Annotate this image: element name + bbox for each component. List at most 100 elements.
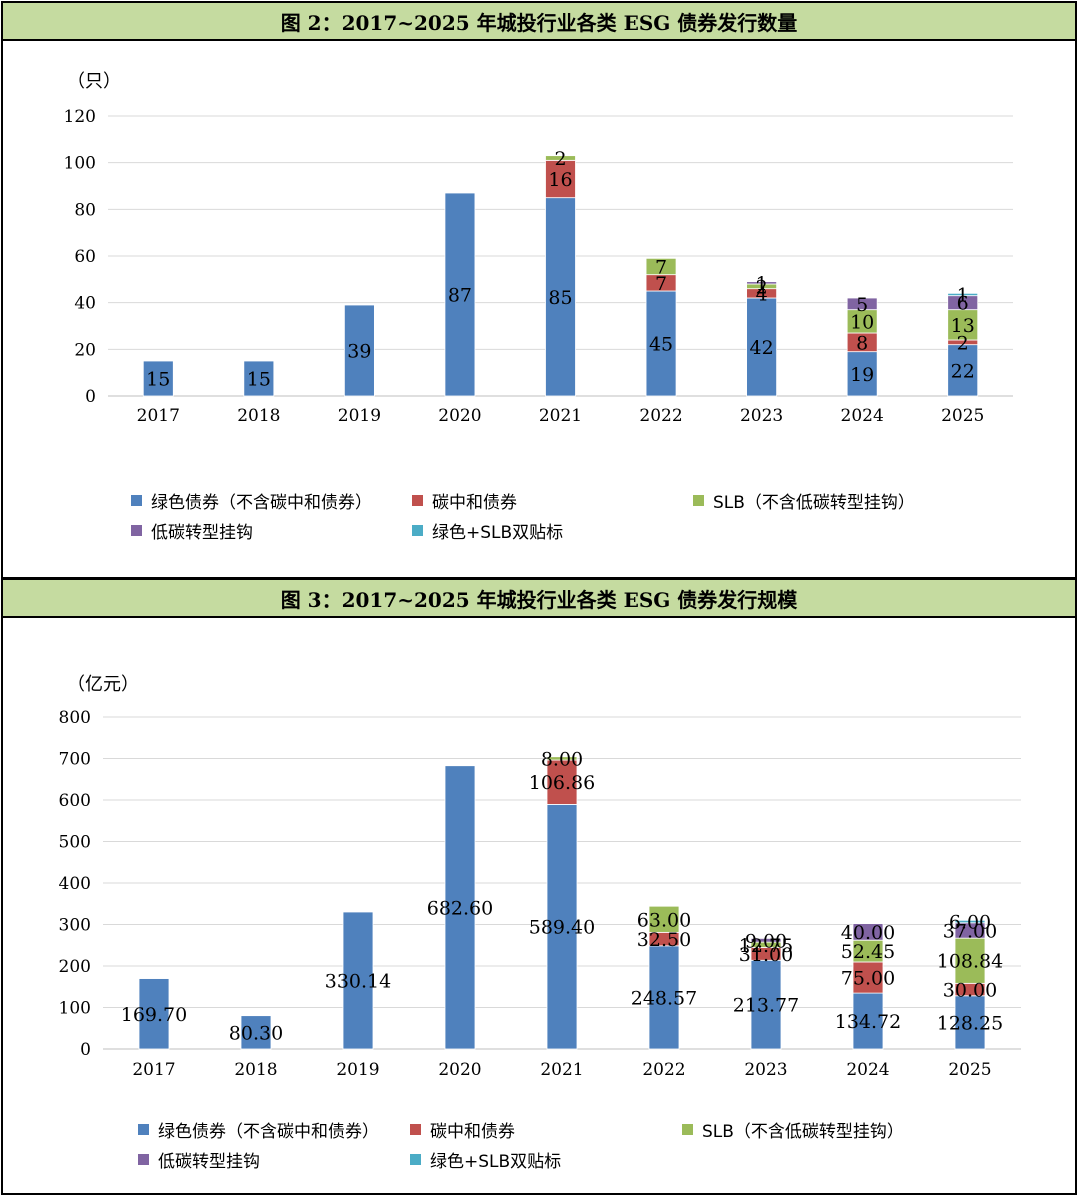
data-label: 45 (649, 334, 673, 356)
chart-title: 图 2：2017~2025 年城投行业各类 ESG 债券发行数量 (3, 3, 1075, 41)
legend-swatch (410, 1124, 421, 1135)
y-tick-label: 80 (74, 200, 96, 220)
data-label: 32.50 (637, 929, 691, 951)
bar-segment (947, 292, 979, 297)
bar-segment (444, 765, 476, 1050)
data-label: 19 (850, 364, 874, 386)
bar-segment (846, 297, 878, 311)
y-tick-label: 400 (59, 874, 91, 894)
bar-segment (954, 937, 986, 984)
x-tick-label: 2020 (438, 1060, 481, 1080)
bar-segment (645, 257, 677, 276)
data-label: 6.00 (949, 912, 991, 934)
data-label: 2 (756, 276, 768, 298)
y-tick-label: 800 (59, 708, 91, 728)
x-tick-label: 2018 (237, 406, 280, 426)
bar-segment (648, 905, 680, 933)
data-label: 40.00 (841, 922, 895, 944)
bar-segment (852, 992, 884, 1050)
data-label: 2 (957, 332, 969, 354)
x-tick-label: 2021 (539, 406, 582, 426)
legend-label: 碳中和债券 (430, 1122, 515, 1142)
bar-segment (545, 197, 576, 397)
legend-swatch (410, 1154, 421, 1165)
legend-swatch (131, 525, 142, 536)
y-tick-label: 60 (74, 247, 96, 267)
y-tick-label: 100 (64, 154, 96, 174)
legend-label: 绿色债券（不含碳中和债券） (151, 493, 372, 513)
bar-segment (243, 360, 275, 397)
x-tick-label: 2022 (639, 406, 682, 426)
data-label: 2 (554, 148, 566, 170)
legend-swatch (412, 525, 423, 536)
data-label: 16 (548, 169, 572, 191)
data-label: 13 (951, 315, 975, 337)
bar-segment (746, 297, 778, 397)
bar-segment (342, 911, 374, 1050)
data-label: 682.60 (427, 897, 493, 919)
data-label: 75.00 (841, 968, 895, 990)
legend-label: 低碳转型挂钩 (151, 523, 253, 543)
data-label: 248.57 (631, 987, 697, 1009)
x-tick-label: 2019 (338, 406, 381, 426)
data-label: 37.00 (943, 920, 997, 942)
bar-segment (138, 978, 170, 1050)
bar-segment (954, 995, 986, 1050)
legend-label: SLB（不含低碳转型挂钩） (702, 1122, 904, 1142)
x-tick-label: 2017 (137, 406, 180, 426)
legend-label: 碳中和债券 (432, 493, 517, 513)
bar-segment (546, 756, 578, 761)
chart-legend: 绿色债券（不含碳中和债券） 碳中和债券 SLB（不含低碳转型挂钩） 低碳转型挂钩 绿色+… (3, 3, 1075, 581)
legend-label: 绿色债券（不含碳中和债券） (158, 1122, 379, 1142)
legend-item: 绿色+SLB双贴标 (412, 518, 563, 543)
y-tick-label: 120 (64, 107, 96, 127)
y-tick-label: 300 (59, 916, 91, 936)
data-label: 169.70 (121, 1004, 187, 1026)
y-tick-label: 40 (74, 294, 96, 314)
data-label: 6 (957, 293, 969, 315)
chart-legend: 绿色债券（不含碳中和债券） 碳中和债券 SLB（不含低碳转型挂钩） 低碳转型挂钩 绿色+… (3, 580, 1075, 1197)
x-tick-label: 2025 (941, 406, 984, 426)
x-tick-label: 2018 (234, 1060, 277, 1080)
bar-segment (750, 959, 782, 1050)
x-tick-label: 2023 (740, 406, 783, 426)
bar-segment (852, 923, 884, 941)
data-label: 128.25 (937, 1012, 1003, 1034)
data-label: 31.00 (739, 944, 793, 966)
data-label: 108.84 (937, 951, 1003, 973)
x-tick-label: 2022 (642, 1060, 685, 1080)
bar-segment (947, 344, 979, 397)
data-label: 330.14 (325, 970, 391, 992)
data-label: 1 (957, 285, 969, 307)
y-axis-label: （亿元） (67, 674, 139, 695)
data-label: 87 (448, 285, 472, 307)
y-tick-label: 100 (59, 999, 91, 1019)
data-label: 1 (756, 273, 768, 295)
x-tick-label: 2021 (540, 1060, 583, 1080)
bar-segment (750, 937, 782, 943)
data-label: 39 (347, 341, 371, 363)
y-tick-label: 0 (85, 387, 96, 407)
data-label: 589.40 (529, 917, 595, 939)
data-label: 9.00 (745, 930, 787, 952)
legend-item: 绿色债券（不含碳中和债券） (138, 1117, 379, 1142)
x-tick-label: 2025 (948, 1060, 991, 1080)
legend-label: 低碳转型挂钩 (158, 1152, 260, 1172)
bar-segment (846, 351, 878, 397)
data-label: 52.45 (841, 941, 895, 963)
data-label: 5 (856, 294, 868, 316)
y-tick-label: 0 (80, 1040, 91, 1060)
y-tick-label: 200 (59, 957, 91, 977)
bar-segment (746, 281, 778, 285)
y-tick-label: 20 (74, 340, 96, 360)
x-tick-label: 2017 (132, 1060, 175, 1080)
data-label: 63.00 (637, 909, 691, 931)
bar-segment (546, 803, 578, 1050)
legend-item: 碳中和债券 (412, 488, 517, 513)
bar-chart-volume: （亿元） 0 100 200 300 400 500 600 700 800 169.70 2017 8… (59, 674, 1021, 1080)
bar-segment (444, 192, 476, 397)
legend-item: SLB（不含低碳转型挂钩） (693, 488, 915, 513)
y-tick-label: 500 (59, 833, 91, 853)
legend-item: 碳中和债券 (410, 1117, 515, 1142)
legend-swatch (693, 495, 704, 506)
